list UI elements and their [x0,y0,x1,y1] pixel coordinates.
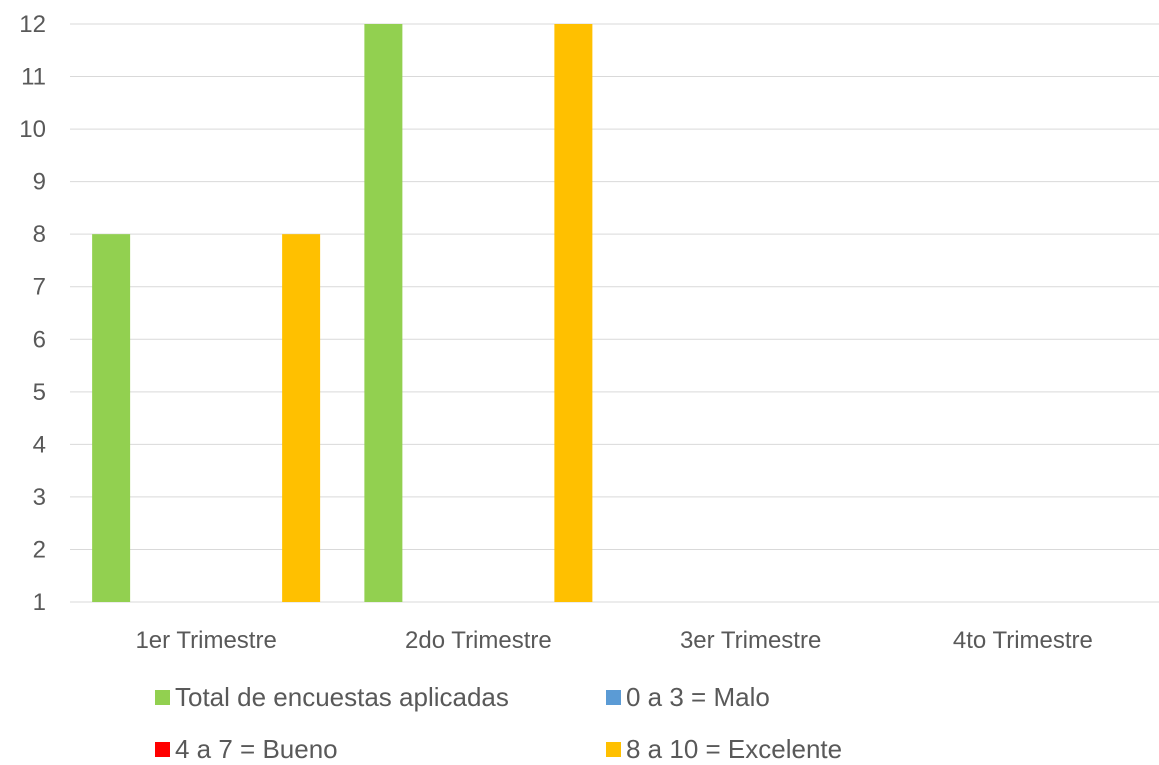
x-tick-label: 3er Trimestre [680,627,821,654]
y-tick-label: 3 [33,484,46,511]
x-axis-ticks: 1er Trimestre 2do Trimestre 3er Trimestre 4… [135,627,1092,654]
y-tick-label: 5 [33,379,46,406]
bar [364,24,403,602]
bar [92,234,131,602]
y-tick-label: 6 [33,326,46,353]
y-tick-label: 2 [33,536,46,563]
y-tick-label: 4 [33,431,46,458]
y-tick-label: 7 [33,274,46,301]
y-tick-label: 1 [33,589,46,616]
bar [282,234,321,602]
x-tick-label: 2do Trimestre [405,627,552,654]
y-tick-label: 11 [21,64,46,91]
y-tick-label: 12 [19,11,46,38]
bar [554,24,593,602]
gridlines [70,23,1159,603]
x-tick-label: 1er Trimestre [135,627,276,654]
y-tick-label: 10 [19,116,46,143]
x-tick-label: 4to Trimestre [953,627,1093,654]
y-tick-label: 8 [33,221,46,248]
bars [92,24,593,602]
y-tick-label: 9 [33,169,46,196]
